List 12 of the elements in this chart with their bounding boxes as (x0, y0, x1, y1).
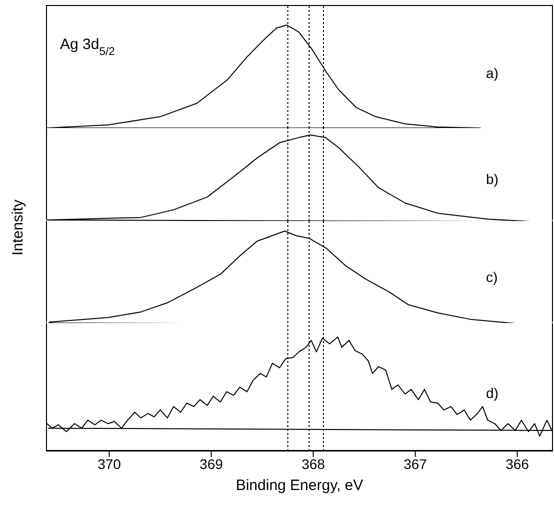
annotation: a) (486, 64, 498, 81)
annotation: d) (486, 385, 498, 402)
annotation: c) (486, 269, 498, 286)
x-tick-label: 367 (404, 456, 428, 472)
y-axis-title: Intensity (10, 198, 26, 258)
x-tick-label: 369 (200, 456, 224, 472)
x-tick-label: 368 (302, 456, 326, 472)
text: Ag 3d$_{5/2}$ (60, 36, 115, 58)
annotation: b) (486, 170, 498, 187)
x-axis-title: Binding Energy, eV (234, 477, 364, 494)
x-tick-label: 366 (506, 456, 530, 472)
x-tick-label: 370 (98, 456, 122, 472)
